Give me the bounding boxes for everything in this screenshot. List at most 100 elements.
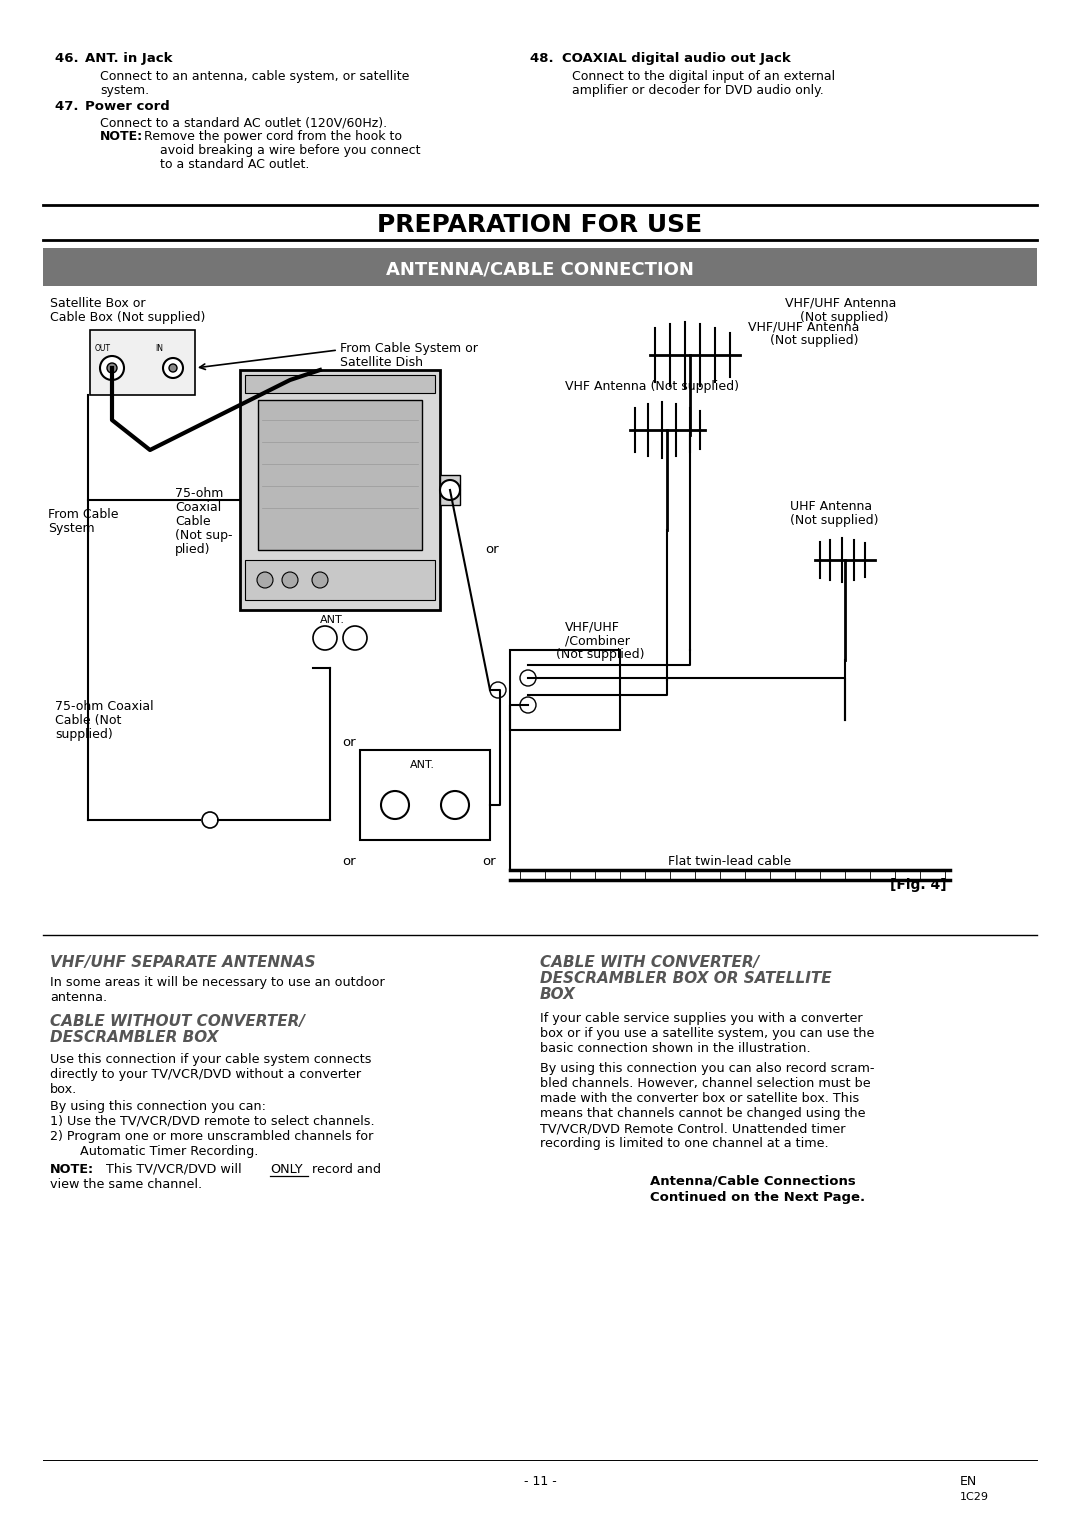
Text: ANTENNA/CABLE CONNECTION: ANTENNA/CABLE CONNECTION (386, 261, 694, 279)
Circle shape (440, 481, 460, 501)
Text: VHF/UHF Antenna: VHF/UHF Antenna (785, 298, 896, 310)
Text: Satellite Box or: Satellite Box or (50, 298, 146, 310)
Text: or: or (482, 855, 496, 868)
Text: Use this connection if your cable system connects: Use this connection if your cable system… (50, 1053, 372, 1067)
Bar (510, 650, 620, 729)
Text: Satellite Dish: Satellite Dish (340, 356, 423, 369)
Text: 46.: 46. (55, 52, 83, 66)
Text: to a standard AC outlet.: to a standard AC outlet. (160, 159, 309, 171)
Text: ANT.: ANT. (410, 760, 435, 771)
Bar (90, 330, 195, 395)
Circle shape (381, 790, 409, 819)
Text: box or if you use a satellite system, you can use the: box or if you use a satellite system, yo… (540, 1027, 875, 1041)
Text: TV/VCR/DVD Remote Control. Unattended timer: TV/VCR/DVD Remote Control. Unattended ti… (540, 1122, 846, 1135)
Text: box.: box. (50, 1083, 78, 1096)
Text: Cable (Not: Cable (Not (55, 714, 121, 726)
Text: directly to your TV/VCR/DVD without a converter: directly to your TV/VCR/DVD without a co… (50, 1068, 361, 1080)
Text: (Not supplied): (Not supplied) (770, 334, 859, 346)
Text: means that channels cannot be changed using the: means that channels cannot be changed us… (540, 1106, 865, 1120)
Text: Automatic Timer Recording.: Automatic Timer Recording. (80, 1144, 258, 1158)
Text: Coaxial: Coaxial (175, 501, 221, 514)
Text: or: or (342, 736, 355, 749)
Text: amplifier or decoder for DVD audio only.: amplifier or decoder for DVD audio only. (572, 84, 824, 98)
Text: 75-ohm: 75-ohm (175, 487, 224, 501)
Bar (245, 560, 435, 600)
Circle shape (257, 572, 273, 588)
Text: VHF Antenna (Not supplied): VHF Antenna (Not supplied) (565, 380, 739, 394)
Text: system.: system. (100, 84, 149, 98)
Text: (Not supplied): (Not supplied) (789, 514, 878, 526)
Text: Remove the power cord from the hook to: Remove the power cord from the hook to (140, 130, 402, 143)
Text: or: or (485, 543, 499, 555)
Text: basic connection shown in the illustration.: basic connection shown in the illustrati… (540, 1042, 811, 1054)
Circle shape (441, 790, 469, 819)
Text: (Not sup-: (Not sup- (175, 530, 232, 542)
Text: NOTE:: NOTE: (50, 1163, 94, 1177)
Bar (440, 475, 460, 505)
Text: recording is limited to one channel at a time.: recording is limited to one channel at a… (540, 1137, 828, 1151)
Text: IN: IN (156, 343, 163, 353)
Circle shape (313, 626, 337, 650)
Text: Flat twin-lead cable: Flat twin-lead cable (669, 855, 792, 868)
Circle shape (519, 697, 536, 713)
Text: CABLE WITH CONVERTER/: CABLE WITH CONVERTER/ (540, 955, 759, 971)
Text: 2) Program one or more unscrambled channels for: 2) Program one or more unscrambled chann… (50, 1129, 374, 1143)
Text: Antenna/Cable Connections: Antenna/Cable Connections (650, 1175, 855, 1189)
Text: Connect to a standard AC outlet (120V/60Hz).: Connect to a standard AC outlet (120V/60… (100, 116, 387, 130)
Text: made with the converter box or satellite box. This: made with the converter box or satellite… (540, 1093, 860, 1105)
Text: - 11 -: - 11 - (524, 1476, 556, 1488)
Text: (Not supplied): (Not supplied) (556, 649, 645, 661)
Text: System: System (48, 522, 95, 536)
Circle shape (312, 572, 328, 588)
Circle shape (107, 363, 117, 372)
Text: COAXIAL digital audio out Jack: COAXIAL digital audio out Jack (562, 52, 791, 66)
Text: view the same channel.: view the same channel. (50, 1178, 202, 1190)
Text: Cable: Cable (175, 514, 211, 528)
Text: CABLE WITHOUT CONVERTER/: CABLE WITHOUT CONVERTER/ (50, 1013, 305, 1029)
Text: This TV/VCR/DVD will: This TV/VCR/DVD will (102, 1163, 245, 1177)
Text: bled channels. However, channel selection must be: bled channels. However, channel selectio… (540, 1077, 870, 1090)
Text: (Not supplied): (Not supplied) (800, 311, 889, 324)
Text: VHF/UHF: VHF/UHF (565, 620, 620, 633)
Text: Connect to an antenna, cable system, or satellite: Connect to an antenna, cable system, or … (100, 70, 409, 82)
Circle shape (100, 356, 124, 380)
Text: 48.: 48. (530, 52, 558, 66)
Text: From Cable System or: From Cable System or (340, 342, 477, 356)
Text: If your cable service supplies you with a converter: If your cable service supplies you with … (540, 1012, 863, 1025)
Text: ANT.: ANT. (320, 615, 345, 626)
Text: UHF Antenna: UHF Antenna (789, 501, 873, 513)
Text: From Cable: From Cable (48, 508, 119, 520)
Bar (258, 400, 422, 549)
Text: In some areas it will be necessary to use an outdoor: In some areas it will be necessary to us… (50, 977, 384, 989)
Circle shape (202, 812, 218, 829)
Circle shape (282, 572, 298, 588)
Text: By using this connection you can:: By using this connection you can: (50, 1100, 266, 1112)
Text: Continued on the Next Page.: Continued on the Next Page. (650, 1190, 865, 1204)
Circle shape (519, 670, 536, 687)
Text: 47.: 47. (55, 101, 83, 113)
Circle shape (163, 359, 183, 378)
Text: avoid breaking a wire before you connect: avoid breaking a wire before you connect (160, 143, 420, 157)
Text: Cable Box (Not supplied): Cable Box (Not supplied) (50, 311, 205, 324)
Text: BOX: BOX (540, 987, 576, 1003)
Text: antenna.: antenna. (50, 990, 107, 1004)
Text: Power cord: Power cord (85, 101, 170, 113)
Text: ANT. in Jack: ANT. in Jack (85, 52, 173, 66)
Text: VHF/UHF Antenna: VHF/UHF Antenna (748, 320, 860, 333)
Text: 1) Use the TV/VCR/DVD remote to select channels.: 1) Use the TV/VCR/DVD remote to select c… (50, 1116, 375, 1128)
Text: By using this connection you can also record scram-: By using this connection you can also re… (540, 1062, 875, 1074)
Text: 75-ohm Coaxial: 75-ohm Coaxial (55, 700, 153, 713)
Text: Connect to the digital input of an external: Connect to the digital input of an exter… (572, 70, 835, 82)
Text: PREPARATION FOR USE: PREPARATION FOR USE (377, 214, 703, 237)
Bar (245, 375, 435, 394)
Text: /Combiner: /Combiner (565, 633, 630, 647)
Circle shape (343, 626, 367, 650)
Text: VHF/UHF SEPARATE ANTENNAS: VHF/UHF SEPARATE ANTENNAS (50, 955, 315, 971)
Text: [Fig. 4]: [Fig. 4] (890, 877, 947, 893)
Circle shape (490, 682, 507, 697)
Bar (43, 249, 1037, 285)
Text: supplied): supplied) (55, 728, 112, 742)
Bar (240, 369, 440, 610)
Text: DESCRAMBLER BOX OR SATELLITE: DESCRAMBLER BOX OR SATELLITE (540, 971, 832, 986)
Text: or: or (342, 855, 355, 868)
